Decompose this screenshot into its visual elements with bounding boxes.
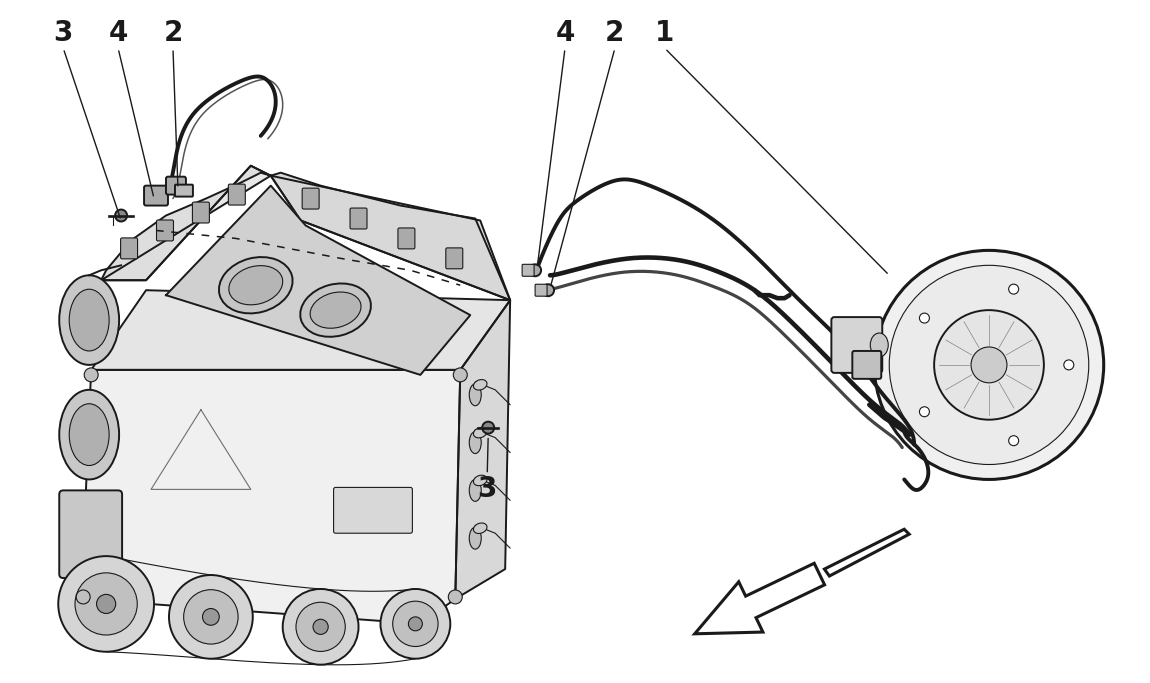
FancyBboxPatch shape	[229, 184, 245, 205]
FancyBboxPatch shape	[156, 220, 174, 241]
Text: 2: 2	[605, 19, 624, 47]
Text: 3: 3	[477, 475, 497, 503]
Polygon shape	[695, 563, 825, 634]
FancyBboxPatch shape	[398, 228, 415, 249]
Circle shape	[920, 313, 929, 323]
Circle shape	[408, 617, 422, 631]
FancyBboxPatch shape	[852, 351, 881, 379]
Circle shape	[1009, 436, 1019, 446]
FancyBboxPatch shape	[144, 186, 168, 206]
Circle shape	[283, 589, 359, 665]
Polygon shape	[270, 173, 511, 300]
Circle shape	[874, 251, 1104, 479]
Circle shape	[920, 407, 929, 417]
Ellipse shape	[469, 432, 481, 454]
Circle shape	[84, 368, 98, 382]
Ellipse shape	[60, 390, 120, 479]
FancyBboxPatch shape	[192, 202, 209, 223]
FancyBboxPatch shape	[334, 488, 413, 533]
Circle shape	[934, 310, 1044, 419]
Circle shape	[202, 609, 220, 625]
Ellipse shape	[474, 380, 486, 390]
Text: 2: 2	[163, 19, 183, 47]
Text: 4: 4	[555, 19, 575, 47]
Polygon shape	[270, 176, 511, 300]
Polygon shape	[825, 529, 910, 576]
Ellipse shape	[229, 266, 283, 305]
Circle shape	[889, 265, 1089, 464]
Circle shape	[529, 264, 542, 276]
Ellipse shape	[310, 292, 361, 329]
Polygon shape	[166, 186, 470, 375]
Ellipse shape	[474, 523, 486, 533]
FancyBboxPatch shape	[302, 188, 319, 209]
Circle shape	[1009, 284, 1019, 294]
FancyBboxPatch shape	[831, 317, 882, 373]
FancyBboxPatch shape	[446, 248, 462, 269]
Circle shape	[381, 589, 451, 658]
Circle shape	[59, 556, 154, 652]
Circle shape	[971, 347, 1007, 383]
Ellipse shape	[69, 289, 109, 351]
Ellipse shape	[469, 527, 481, 549]
Ellipse shape	[474, 428, 486, 438]
Circle shape	[97, 594, 116, 613]
Circle shape	[169, 575, 253, 658]
Circle shape	[115, 210, 128, 221]
Circle shape	[313, 619, 328, 635]
Ellipse shape	[474, 475, 486, 486]
FancyBboxPatch shape	[121, 238, 138, 259]
Ellipse shape	[871, 333, 888, 357]
Ellipse shape	[300, 283, 371, 337]
Text: 3: 3	[54, 19, 72, 47]
FancyBboxPatch shape	[166, 177, 186, 195]
Circle shape	[184, 589, 238, 644]
FancyBboxPatch shape	[535, 284, 547, 296]
FancyBboxPatch shape	[522, 264, 534, 276]
Circle shape	[75, 573, 137, 635]
FancyBboxPatch shape	[350, 208, 367, 229]
Polygon shape	[82, 370, 460, 624]
Ellipse shape	[69, 404, 109, 466]
Ellipse shape	[60, 275, 120, 365]
FancyBboxPatch shape	[175, 184, 193, 197]
Circle shape	[392, 601, 438, 647]
Ellipse shape	[469, 479, 481, 501]
Text: 1: 1	[656, 19, 674, 47]
Ellipse shape	[469, 384, 481, 406]
Circle shape	[453, 368, 467, 382]
Circle shape	[296, 602, 345, 652]
Polygon shape	[101, 166, 270, 280]
Circle shape	[1064, 360, 1074, 370]
Ellipse shape	[218, 257, 292, 313]
Polygon shape	[455, 300, 511, 599]
Circle shape	[448, 590, 462, 604]
Circle shape	[542, 284, 554, 296]
Circle shape	[76, 590, 90, 604]
FancyBboxPatch shape	[60, 490, 122, 578]
Text: 4: 4	[108, 19, 128, 47]
Polygon shape	[101, 166, 270, 280]
Polygon shape	[91, 290, 511, 370]
Circle shape	[482, 421, 494, 434]
